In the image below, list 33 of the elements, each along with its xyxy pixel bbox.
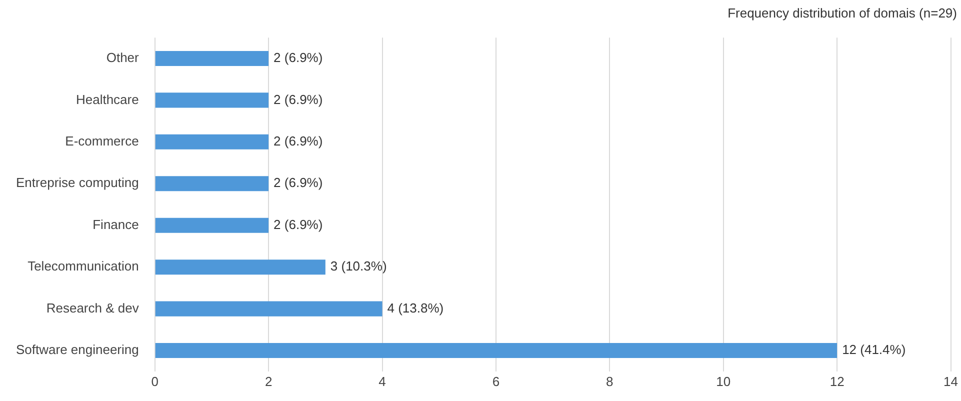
data-label: 2 (6.9%) (274, 92, 323, 107)
y-tick-label: Telecommunication (28, 258, 139, 274)
data-label: 2 (6.9%) (274, 216, 323, 232)
x-tick-label: 14 (944, 374, 958, 389)
bar (155, 134, 269, 150)
x-tick-label: 8 (606, 374, 614, 389)
data-label: 4 (13.8%) (387, 300, 444, 316)
y-tick-label: E-commerce (65, 133, 139, 148)
y-tick-label: Other (106, 50, 140, 66)
x-tick-label: 10 (716, 374, 731, 389)
y-tick-label: Software engineering (16, 342, 139, 358)
y-tick-label: Finance (92, 216, 139, 232)
bar (155, 343, 838, 358)
data-label: 2 (6.9%) (274, 133, 323, 148)
bar (155, 260, 326, 275)
bar (155, 218, 269, 233)
y-tick-label: Entreprise computing (16, 175, 139, 190)
data-label: 3 (10.3%) (330, 258, 387, 274)
bar (155, 50, 269, 66)
bar (155, 301, 382, 316)
y-tick-label: Healthcare (76, 92, 139, 107)
x-tick-label: 2 (264, 374, 272, 389)
data-label: 2 (6.9%) (274, 175, 323, 190)
x-tick-label: 0 (151, 374, 158, 389)
x-tick-label: 12 (830, 374, 844, 389)
x-tick-label: 4 (378, 374, 386, 389)
chart-title: Frequency distribution of domais (n=29) (728, 5, 957, 20)
bar (155, 92, 269, 108)
bar (155, 176, 269, 192)
x-tick-label: 6 (492, 374, 500, 389)
y-tick-label: Research & dev (46, 300, 140, 316)
data-label: 2 (6.9%) (274, 50, 323, 66)
data-label: 12 (41.4%) (842, 342, 906, 358)
